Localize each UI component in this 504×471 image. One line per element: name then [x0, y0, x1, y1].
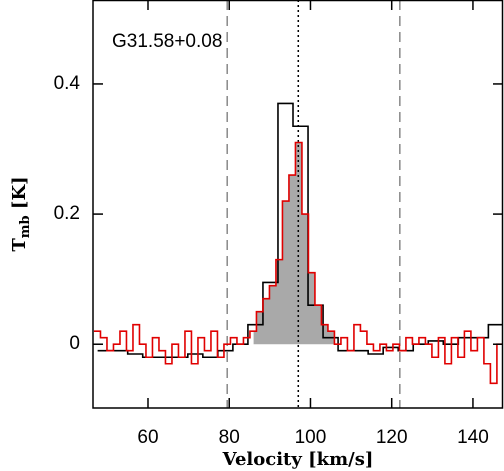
y-label-sub: mb — [18, 215, 33, 238]
plot-area — [93, 0, 503, 408]
x-tick-label: 60 — [137, 427, 158, 448]
x-tick-label: 140 — [457, 427, 489, 448]
y-axis-label: Tmb [K] — [9, 176, 33, 251]
y-label-unit: [K] — [9, 176, 30, 215]
plot-frame — [92, 0, 504, 409]
axes: 60 80 100 120 140 0 0.2 0.4 — [54, 0, 503, 448]
y-label-main: T — [9, 238, 30, 252]
x-axis-label: Velocity [km/s] — [222, 449, 374, 470]
x-tick-label: 120 — [376, 427, 408, 448]
y-tick-label: 0 — [69, 333, 80, 354]
y-tick-label: 0.4 — [54, 73, 81, 94]
annotation: G31.58+0.08 — [112, 31, 222, 52]
x-tick-label: 100 — [295, 427, 327, 448]
step-line — [93, 141, 503, 385]
step-line — [97, 102, 503, 359]
x-tick-label: 80 — [219, 427, 240, 448]
y-tick-label: 0.2 — [54, 203, 80, 224]
